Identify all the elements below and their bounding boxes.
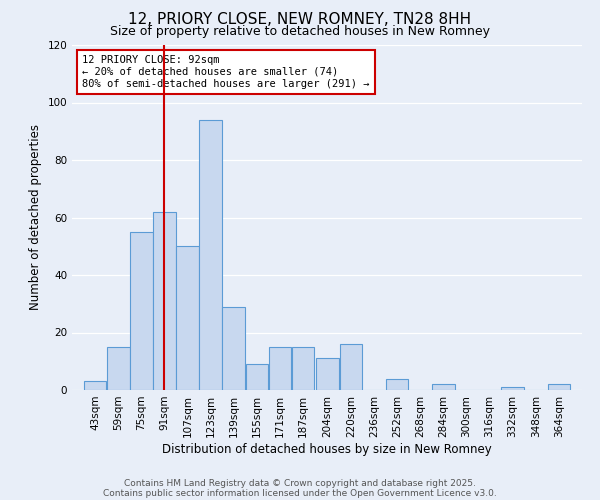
Bar: [130, 232, 152, 390]
Text: Size of property relative to detached houses in New Romney: Size of property relative to detached ho…: [110, 25, 490, 38]
Bar: [245, 364, 268, 390]
Bar: [502, 387, 524, 390]
Bar: [386, 378, 409, 390]
Bar: [223, 306, 245, 390]
Bar: [199, 120, 222, 390]
X-axis label: Distribution of detached houses by size in New Romney: Distribution of detached houses by size …: [162, 442, 492, 456]
Y-axis label: Number of detached properties: Number of detached properties: [29, 124, 42, 310]
Bar: [432, 384, 455, 390]
Text: 12, PRIORY CLOSE, NEW ROMNEY, TN28 8HH: 12, PRIORY CLOSE, NEW ROMNEY, TN28 8HH: [128, 12, 472, 28]
Bar: [153, 212, 176, 390]
Bar: [292, 347, 314, 390]
Bar: [107, 347, 130, 390]
Text: 12 PRIORY CLOSE: 92sqm
← 20% of detached houses are smaller (74)
80% of semi-det: 12 PRIORY CLOSE: 92sqm ← 20% of detached…: [82, 56, 370, 88]
Bar: [548, 384, 570, 390]
Bar: [176, 246, 199, 390]
Text: Contains HM Land Registry data © Crown copyright and database right 2025.: Contains HM Land Registry data © Crown c…: [124, 478, 476, 488]
Bar: [340, 344, 362, 390]
Bar: [316, 358, 339, 390]
Text: Contains public sector information licensed under the Open Government Licence v3: Contains public sector information licen…: [103, 488, 497, 498]
Bar: [269, 347, 292, 390]
Bar: [84, 382, 106, 390]
